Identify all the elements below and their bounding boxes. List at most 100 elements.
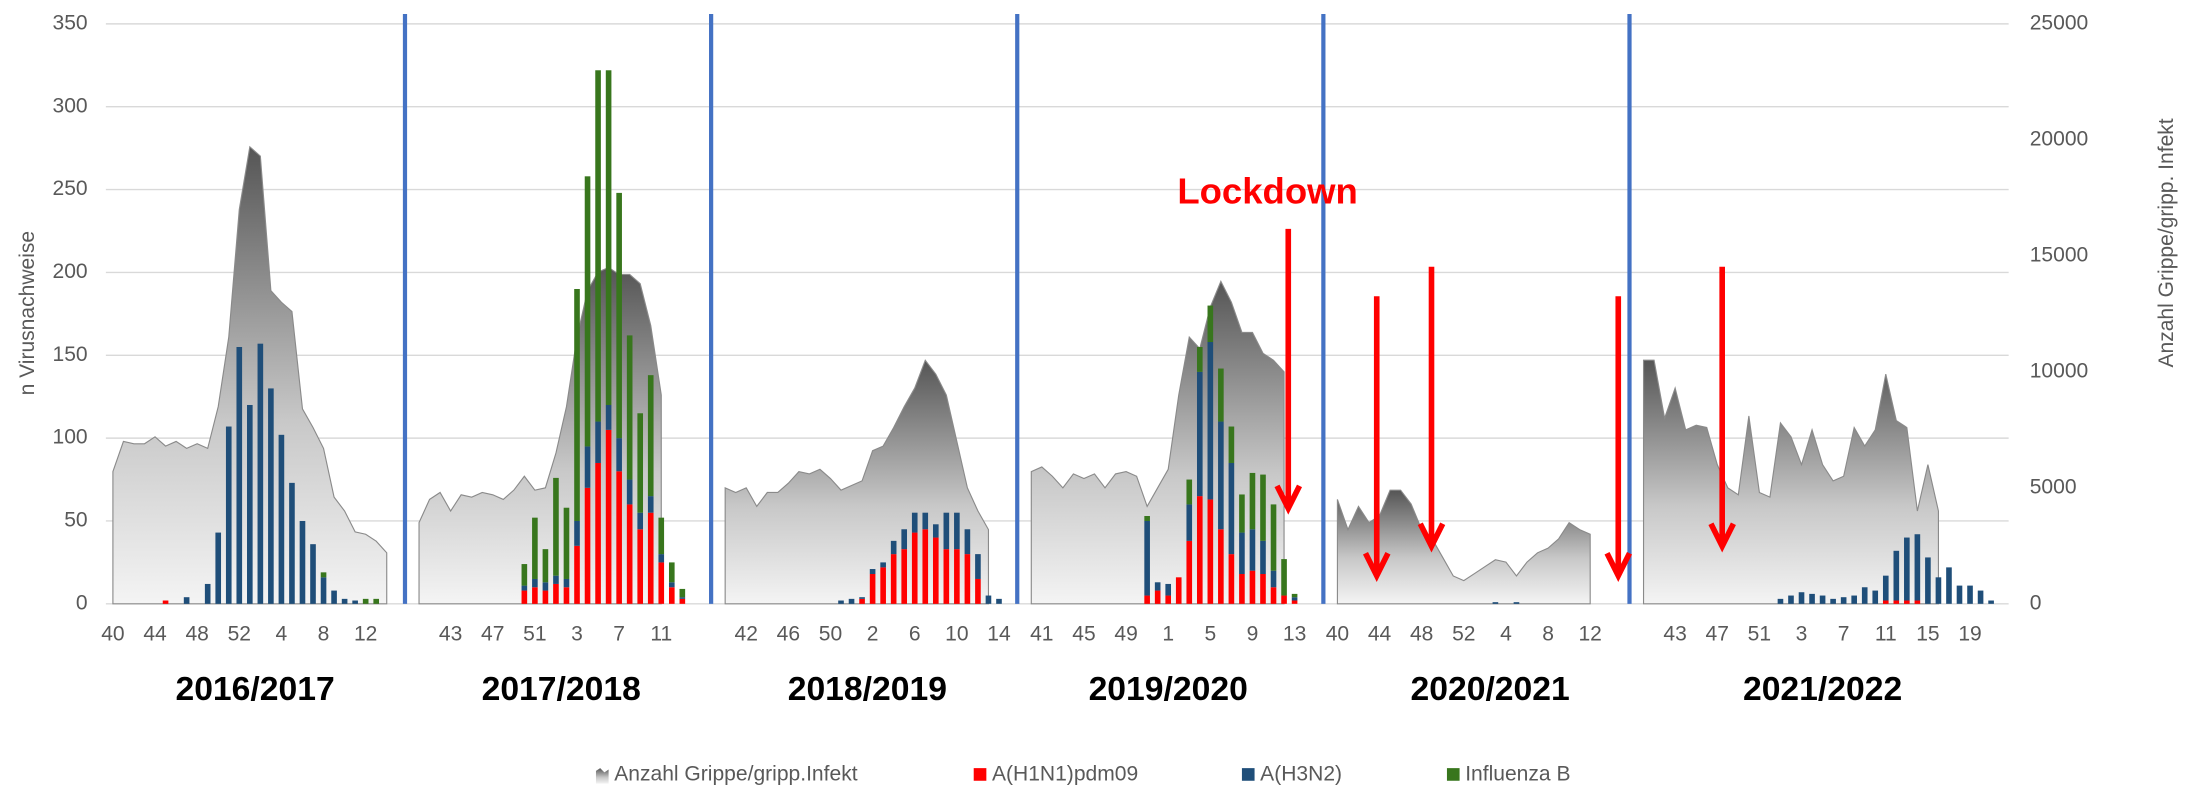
bar <box>1260 540 1266 575</box>
bar <box>563 578 570 588</box>
bar <box>975 554 981 579</box>
arrow <box>1604 296 1633 583</box>
bar <box>901 529 908 550</box>
y2-tick-label: 15000 <box>2030 243 2089 266</box>
bar <box>859 597 865 599</box>
x-tick-label: 1 <box>1162 622 1174 645</box>
x-tick-label: 19 <box>1958 622 1981 645</box>
bar <box>932 524 939 538</box>
bar <box>1186 479 1193 505</box>
x-tick-label: 48 <box>1410 622 1433 645</box>
bar <box>1291 593 1298 598</box>
bar <box>964 529 971 555</box>
bar <box>901 549 908 604</box>
bar <box>605 404 612 430</box>
x-tick-label: 11 <box>1875 622 1897 645</box>
bar <box>1144 595 1150 604</box>
bar <box>848 598 855 604</box>
bar <box>658 517 665 555</box>
bar <box>1207 305 1214 343</box>
bar <box>352 600 358 604</box>
arrow <box>1417 266 1446 553</box>
x-tick-label: 40 <box>101 622 124 645</box>
bar <box>584 176 591 447</box>
bar <box>584 446 591 488</box>
bar <box>1904 537 1910 601</box>
legend-swatch <box>1241 768 1255 781</box>
bar <box>1925 557 1931 604</box>
bar <box>1830 598 1836 604</box>
bar <box>574 520 580 546</box>
x-tick-label: 4 <box>276 622 288 645</box>
bar <box>637 512 644 530</box>
bar <box>985 595 992 604</box>
bar <box>668 582 675 588</box>
bar <box>1239 574 1245 604</box>
y2-tick-label: 5000 <box>2030 475 2077 498</box>
bar <box>1218 368 1224 422</box>
bar <box>595 70 601 422</box>
bar <box>574 288 580 521</box>
bar <box>637 413 644 513</box>
x-tick-label: 4 <box>1500 622 1512 645</box>
bar <box>637 529 644 604</box>
legend-label: Anzahl Grippe/gripp.Infekt <box>614 763 857 786</box>
y2-tick-label: 25000 <box>2030 11 2089 34</box>
bar <box>310 544 316 604</box>
bar <box>299 520 306 604</box>
season-label: 2018/2019 <box>788 670 947 708</box>
x-tick-label: 5 <box>1204 622 1216 645</box>
season-label: 2019/2020 <box>1089 670 1248 708</box>
bar <box>1988 600 1994 604</box>
bar <box>1977 590 1984 604</box>
bar <box>162 600 169 604</box>
bar <box>964 554 971 604</box>
x-tick-label: 11 <box>650 622 672 645</box>
x-tick-label: 7 <box>1838 622 1850 645</box>
area <box>1642 359 1939 605</box>
bar <box>542 549 549 583</box>
x-tick-label: 40 <box>1326 622 1349 645</box>
bar <box>1260 474 1266 541</box>
bar <box>1249 570 1256 604</box>
bar <box>331 590 337 604</box>
bar <box>1207 342 1214 500</box>
bar <box>616 438 622 472</box>
bar <box>647 512 654 604</box>
bar <box>1809 593 1815 604</box>
bar <box>880 567 886 604</box>
bar <box>574 545 580 604</box>
x-tick-label: 44 <box>143 622 167 645</box>
x-tick-label: 10 <box>945 622 968 645</box>
bar <box>647 496 654 513</box>
bar <box>532 587 538 604</box>
y-tick-label: 300 <box>53 94 88 117</box>
bar <box>1239 494 1245 533</box>
y-tick-label: 150 <box>53 343 88 366</box>
bar <box>911 512 918 533</box>
bar <box>626 335 633 480</box>
bar <box>289 482 295 604</box>
bar <box>626 504 633 604</box>
x-tick-label: 43 <box>439 622 462 645</box>
bar <box>616 471 622 604</box>
bar <box>1904 600 1910 604</box>
season-label: 2020/2021 <box>1411 670 1570 708</box>
bar <box>278 434 285 604</box>
bar <box>521 585 528 591</box>
bar <box>1935 577 1942 604</box>
x-tick-label: 13 <box>1283 622 1306 645</box>
bar <box>373 598 380 604</box>
bar <box>320 572 327 578</box>
x-tick-label: 12 <box>354 622 377 645</box>
bar <box>542 582 549 591</box>
bar <box>1260 574 1266 604</box>
season-label: 2016/2017 <box>175 670 334 708</box>
bar <box>859 598 865 604</box>
x-tick-label: 3 <box>571 622 583 645</box>
x-tick-label: 49 <box>1114 622 1137 645</box>
legend-label: A(H1N1)pdm09 <box>992 763 1138 786</box>
bar <box>521 590 528 604</box>
legend-swatch <box>973 768 987 781</box>
x-tick-label: 7 <box>613 622 625 645</box>
